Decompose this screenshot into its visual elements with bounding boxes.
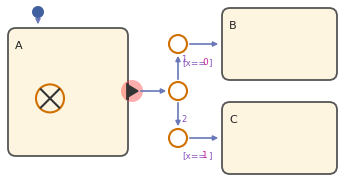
Text: ]: ] [208,151,211,160]
Text: C: C [229,115,237,125]
Circle shape [169,35,187,53]
Text: 1: 1 [181,55,186,64]
Text: [x==: [x== [182,151,206,160]
Text: 0: 0 [202,58,208,67]
FancyBboxPatch shape [8,28,128,156]
Circle shape [32,6,44,18]
Text: A: A [15,41,23,51]
Text: 2: 2 [181,115,186,124]
Text: 1: 1 [202,151,208,160]
FancyBboxPatch shape [222,102,337,174]
Circle shape [121,80,143,102]
Text: B: B [229,21,237,31]
FancyBboxPatch shape [222,8,337,80]
Text: [x==: [x== [182,58,206,67]
Circle shape [169,129,187,147]
Circle shape [169,82,187,100]
Polygon shape [128,85,138,97]
Text: ]: ] [208,58,211,67]
